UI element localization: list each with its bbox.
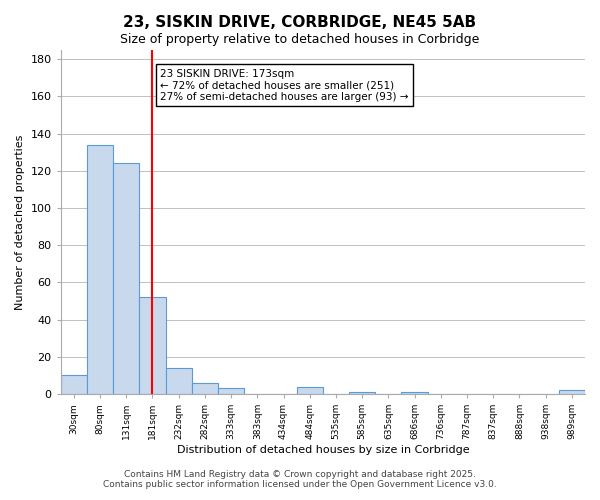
X-axis label: Distribution of detached houses by size in Corbridge: Distribution of detached houses by size … — [176, 445, 469, 455]
Bar — [559, 390, 585, 394]
Y-axis label: Number of detached properties: Number of detached properties — [15, 134, 25, 310]
Bar — [401, 392, 428, 394]
Bar — [113, 164, 139, 394]
Bar — [166, 368, 192, 394]
Text: Size of property relative to detached houses in Corbridge: Size of property relative to detached ho… — [121, 32, 479, 46]
Bar — [296, 386, 323, 394]
Bar — [139, 298, 166, 394]
Bar — [192, 383, 218, 394]
Bar — [87, 145, 113, 394]
Text: Contains HM Land Registry data © Crown copyright and database right 2025.
Contai: Contains HM Land Registry data © Crown c… — [103, 470, 497, 489]
Bar — [61, 376, 87, 394]
Text: 23, SISKIN DRIVE, CORBRIDGE, NE45 5AB: 23, SISKIN DRIVE, CORBRIDGE, NE45 5AB — [124, 15, 476, 30]
Text: 23 SISKIN DRIVE: 173sqm
← 72% of detached houses are smaller (251)
27% of semi-d: 23 SISKIN DRIVE: 173sqm ← 72% of detache… — [160, 68, 409, 102]
Bar — [349, 392, 375, 394]
Bar — [218, 388, 244, 394]
